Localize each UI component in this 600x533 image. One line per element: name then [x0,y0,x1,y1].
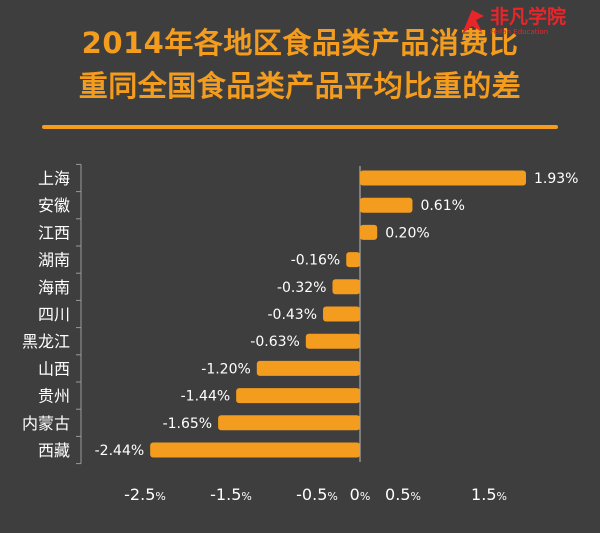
brand-logo: 非凡学院 Feifan Education [458,6,568,40]
x-tick-label: 0.5% [385,485,421,504]
value-label: 0.61% [420,198,464,214]
category-label: 安徽 [38,196,70,215]
category-label: 贵州 [38,387,70,406]
bar [360,197,413,213]
value-label: -1.65% [163,416,213,432]
category-label: 四川 [38,305,70,324]
category-label: 山西 [38,359,70,378]
bar [323,306,360,322]
category-label: 海南 [38,278,70,297]
x-tick-label: -1.5% [210,485,252,504]
bar [256,360,360,376]
bar [332,279,360,295]
logo-text: 非凡学院 [490,6,567,28]
bar [236,388,360,404]
chart-title-line2: 重同全国食品类产品平均比重的差 [78,69,522,103]
bar [346,252,360,268]
value-label: -0.43% [267,307,317,323]
category-label: 江西 [38,223,70,242]
value-label: -2.44% [95,443,145,459]
category-label: 黑龙江 [22,332,70,351]
value-label: 0.20% [385,225,429,241]
bar [218,415,360,431]
value-label: 1.93% [534,171,578,187]
value-label: -1.20% [201,361,251,377]
x-tick-label: 0% [350,485,371,504]
category-label: 内蒙古 [22,414,70,433]
category-label: 上海 [38,169,70,188]
value-label: -0.63% [250,334,300,350]
x-tick-label: 1.5% [471,485,507,504]
chart-title-line1: 2014年各地区食品类产品消费比 [81,26,519,60]
bar [305,333,360,349]
bar [360,224,378,240]
value-label: -1.44% [181,389,231,405]
category-label: 西藏 [38,441,70,460]
value-label: -0.32% [277,280,327,296]
x-tick-label: -0.5% [296,485,338,504]
logo-subtext: Feifan Education [490,28,549,36]
bar [150,442,360,458]
value-label: -0.16% [291,253,341,269]
logo-icon [462,10,484,34]
category-label: 湖南 [38,251,70,270]
title-underline [42,125,558,129]
x-tick-label: -2.5% [124,485,166,504]
bar [360,170,526,186]
